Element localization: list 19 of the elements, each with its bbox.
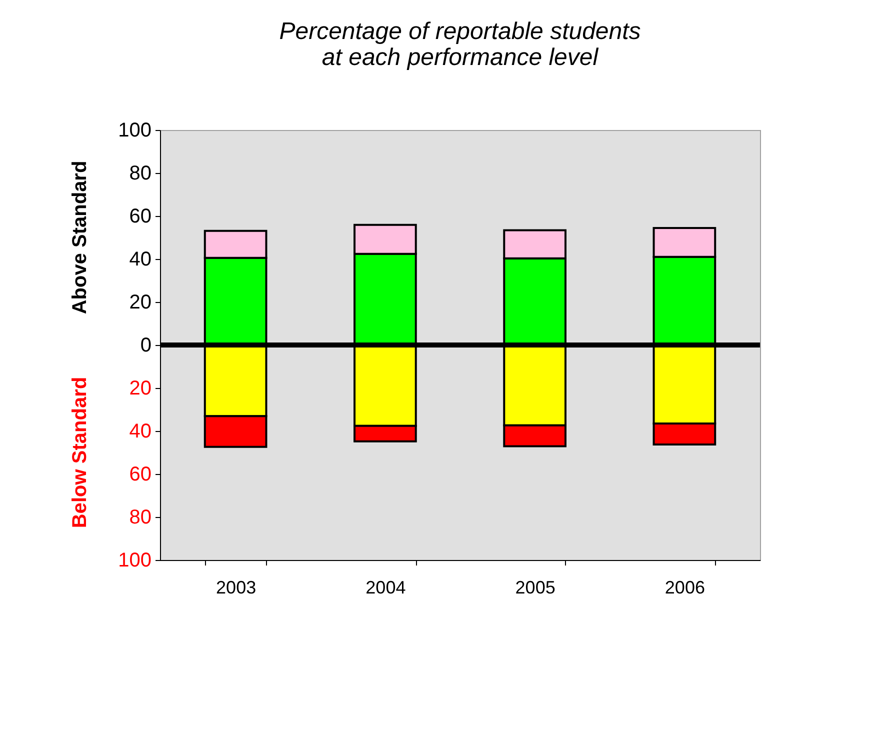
y-tick-label: 40 [129,420,152,442]
text: Percentage of reportable students [279,18,641,45]
x-tick-label: 2003 [216,578,256,598]
y-tick-label: 0 [140,334,152,356]
y-tick-label: 100 [118,120,152,142]
y-tick-label: 20 [129,378,152,400]
text: Below Standard [69,376,91,528]
text: at each performance level [322,44,598,71]
y-axis-title: Above Standard [69,160,91,314]
y-tick-label: 20 [129,292,152,314]
x-tick-label: 2006 [664,578,705,598]
y-tick-label: 60 [129,206,152,228]
y-tick-label: 60 [129,464,152,486]
y-tick-label: 100 [118,550,152,572]
x-tick-label: 2005 [515,578,556,598]
x-tick-label: 2004 [366,578,406,598]
y-tick-label: 40 [129,248,152,270]
y-tick-label: 80 [129,162,152,184]
y-tick-label: 80 [129,506,152,528]
